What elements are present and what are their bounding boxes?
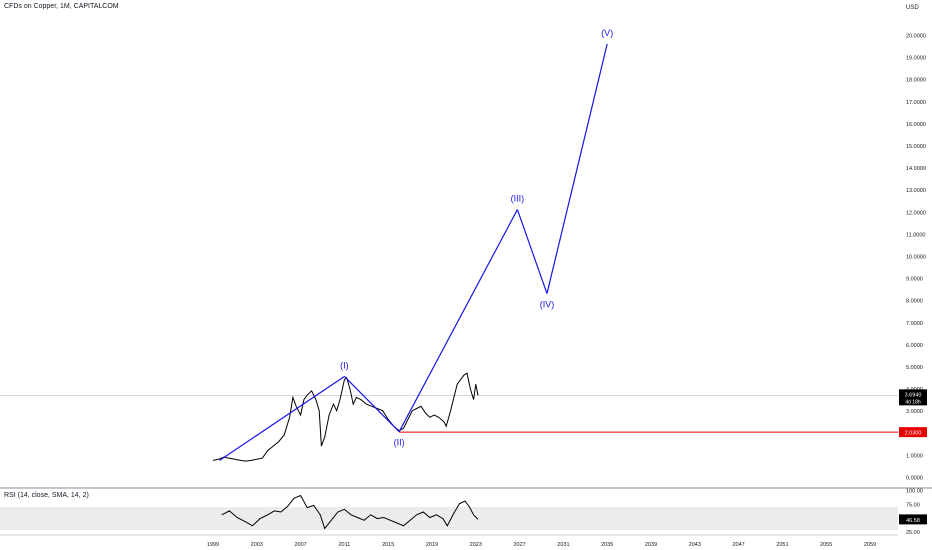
chart-title: CFDs on Copper, 1M, CAPITALCOM bbox=[4, 3, 119, 10]
wave-segment bbox=[343, 376, 400, 433]
price-tick-label: 20.0000 bbox=[906, 34, 926, 40]
time-tick-label: 1999 bbox=[207, 542, 219, 548]
price-tick-label: 6.0000 bbox=[906, 343, 923, 349]
rsi-tick-label: 100.00 bbox=[906, 489, 923, 495]
rsi-tick-label: 25.00 bbox=[906, 530, 920, 536]
bar-countdown-label: 4d 18h bbox=[905, 399, 921, 405]
wave-segment bbox=[516, 209, 548, 294]
rsi-band bbox=[0, 507, 898, 530]
last-price-label: 3.6940 bbox=[905, 392, 922, 398]
rsi-indicator-title[interactable]: RSI (14, close, SMA, 14, 2) bbox=[4, 492, 89, 499]
price-tick-label: 7.0000 bbox=[906, 321, 923, 327]
rsi-value-tag bbox=[899, 514, 927, 525]
price-axis: 0.00001.00002.00003.00004.00005.00006.00… bbox=[906, 34, 926, 482]
time-tick-label: 2011 bbox=[338, 542, 350, 548]
price-series-line bbox=[212, 372, 479, 462]
rsi-plot: 46.58 bbox=[221, 494, 927, 530]
price-tick-label: 17.0000 bbox=[906, 100, 926, 106]
rsi-value-label: 46.58 bbox=[906, 518, 920, 524]
time-tick-label: 2007 bbox=[294, 542, 306, 548]
time-tick-label: 2039 bbox=[645, 542, 657, 548]
wave-label: (I) bbox=[340, 360, 349, 370]
price-tick-label: 11.0000 bbox=[906, 232, 925, 238]
time-tick-label: 2003 bbox=[251, 542, 263, 548]
price-tick-label: 15.0000 bbox=[906, 144, 926, 150]
time-tick-label: 2019 bbox=[426, 542, 438, 548]
price-tick-label: 13.0000 bbox=[906, 188, 926, 194]
price-tick-label: 10.0000 bbox=[906, 255, 926, 261]
price-tick-label: 1.0000 bbox=[906, 453, 923, 459]
support-price-tag bbox=[899, 427, 927, 438]
time-tick-label: 2055 bbox=[820, 542, 832, 548]
time-tick-label: 2059 bbox=[864, 542, 876, 548]
time-tick-label: 2015 bbox=[382, 542, 394, 548]
price-tick-label: 9.0000 bbox=[906, 277, 923, 283]
price-tick-label: 19.0000 bbox=[906, 56, 926, 62]
currency-label: USD bbox=[906, 5, 919, 11]
support-price-label: 2.0300 bbox=[905, 431, 922, 437]
price-tick-label: 18.0000 bbox=[906, 78, 926, 84]
time-tick-label: 2023 bbox=[470, 542, 482, 548]
wave-segment bbox=[398, 209, 518, 432]
price-tick-label: 16.0000 bbox=[906, 122, 926, 128]
price-tick-label: 5.0000 bbox=[906, 365, 923, 371]
wave-segment bbox=[546, 43, 608, 294]
time-tick-label: 2027 bbox=[513, 542, 525, 548]
time-tick-label: 2047 bbox=[732, 542, 744, 548]
price-tick-label: 14.0000 bbox=[906, 166, 926, 172]
wave-label: (III) bbox=[511, 194, 525, 204]
price-tick-label: 8.0000 bbox=[906, 299, 923, 305]
last-price-tag bbox=[899, 389, 927, 406]
time-tick-label: 2051 bbox=[776, 542, 788, 548]
rsi-tick-label: 75.00 bbox=[906, 502, 920, 508]
time-tick-label: 2031 bbox=[557, 542, 569, 548]
wave-segment bbox=[219, 375, 345, 461]
price-tick-label: 0.0000 bbox=[906, 476, 923, 482]
time-tick-label: 2043 bbox=[689, 542, 701, 548]
time-tick-label: 2035 bbox=[601, 542, 613, 548]
price-tick-label: 3.0000 bbox=[906, 409, 923, 415]
price-tick-label: 12.0000 bbox=[906, 210, 926, 216]
wave-label: (IV) bbox=[540, 300, 555, 310]
rsi-series-line bbox=[221, 494, 479, 530]
wave-label: (V) bbox=[601, 28, 613, 38]
wave-label: (II) bbox=[394, 438, 405, 448]
time-axis: 1999 2003 2007 2011 2015 2019 2023 2027 2031 2035… bbox=[207, 542, 876, 548]
